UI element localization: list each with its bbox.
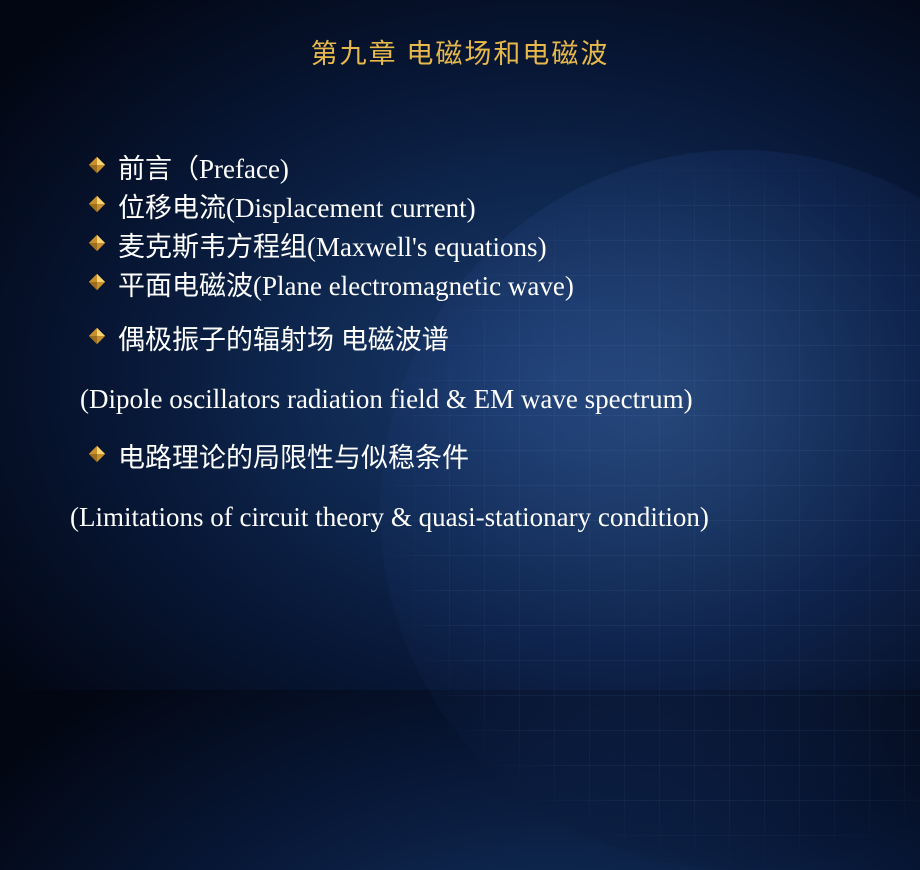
list-item: 偶极振子的辐射场 电磁波谱 bbox=[88, 321, 920, 360]
diamond-bullet-icon bbox=[88, 234, 106, 252]
diamond-bullet-icon bbox=[88, 156, 106, 174]
item-subtext: (Dipole oscillators radiation field & EM… bbox=[80, 380, 920, 419]
diamond-bullet-icon bbox=[88, 445, 106, 463]
diamond-bullet-icon bbox=[88, 327, 106, 345]
item-text: 前言（Preface) bbox=[118, 154, 289, 184]
diamond-bullet-icon bbox=[88, 195, 106, 213]
list-item: 平面电磁波(Plane electromagnetic wave) bbox=[88, 267, 920, 306]
list-item: 电路理论的局限性与似稳条件 bbox=[88, 439, 920, 478]
list-item: 前言（Preface) bbox=[88, 150, 920, 189]
item-text: 电路理论的局限性与似稳条件 bbox=[118, 443, 469, 473]
list-item: 位移电流(Displacement current) bbox=[88, 189, 920, 228]
list-item: 麦克斯韦方程组(Maxwell's equations) bbox=[88, 228, 920, 267]
content-list: 前言（Preface) 位移电流(Displacement current) 麦… bbox=[88, 150, 920, 557]
diamond-bullet-icon bbox=[88, 273, 106, 291]
item-text: 平面电磁波(Plane electromagnetic wave) bbox=[118, 271, 574, 301]
item-text: 麦克斯韦方程组(Maxwell's equations) bbox=[118, 232, 547, 262]
item-subtext: (Limitations of circuit theory & quasi-s… bbox=[70, 498, 920, 537]
item-text: 位移电流(Displacement current) bbox=[118, 193, 476, 223]
item-text: 偶极振子的辐射场 电磁波谱 bbox=[118, 325, 449, 355]
slide-title: 第九章 电磁场和电磁波 bbox=[0, 32, 920, 71]
